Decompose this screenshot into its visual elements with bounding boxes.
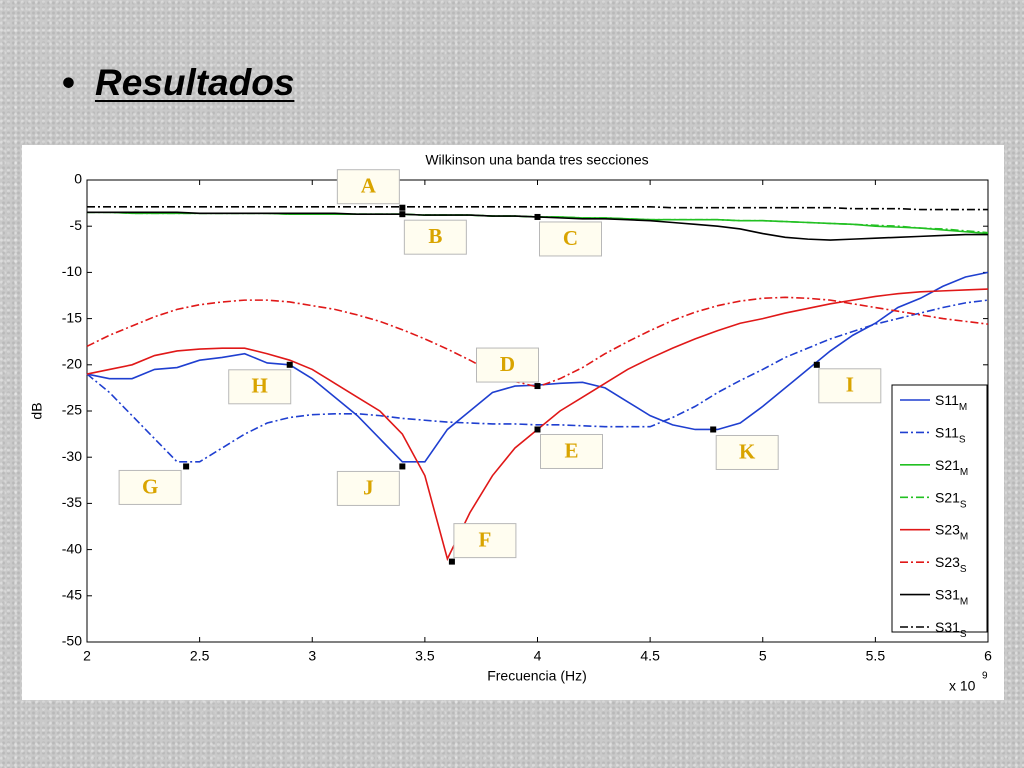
annotation-point [183,463,190,470]
y-tick-label: -5 [70,217,83,233]
y-tick-label: -30 [62,448,82,464]
legend-label: S23M [935,522,968,543]
legend-sub: S [959,434,966,445]
slide-title: • Resultados [62,62,295,103]
legend-label: S31M [935,587,968,608]
legend-label: S21S [935,489,967,510]
legend-sub: S [960,564,967,575]
chart-title: Wilkinson una banda tres secciones [425,152,648,168]
annotation-label: J [363,475,374,499]
legend-sub: M [960,467,968,478]
x-tick-label: 4.5 [640,648,660,664]
x-tick-label: 6 [984,648,992,664]
series-line [86,299,989,463]
y-tick-label: -10 [62,263,82,279]
legend-box [891,384,988,633]
legend-sub: M [960,597,968,608]
x-tick-label: 5.5 [866,648,886,664]
legend-label: S23S [935,554,967,575]
legend-label: S21M [935,457,968,478]
annotation-label: F [478,527,491,551]
x-multiplier: x 10 [949,678,976,694]
legend-name: S21 [935,489,960,505]
legend-label: S31S [935,619,967,640]
legend-name: S23 [935,522,960,538]
x-tick-label: 3.5 [415,648,435,664]
legend-name: S23 [935,554,960,570]
legend-name: S11 [935,392,959,408]
annotation-label: G [142,474,158,498]
legend-name: S31 [935,587,960,603]
annotation-point [399,204,406,211]
x-tick-label: 3 [308,648,316,664]
annotation-point [710,426,717,433]
annotation-label: C [563,226,578,250]
legend-sub: S [960,499,967,510]
y-tick-label: -35 [62,494,82,510]
x-tick-label: 4 [534,648,542,664]
legend-name: S31 [935,619,960,635]
legend-sub: S [960,629,967,640]
legend-sub: M [959,402,967,413]
annotation-box [476,347,539,383]
annotation-label: K [739,439,756,463]
x-tick-label: 2 [83,648,91,664]
annotation-label: D [500,352,515,376]
annotation-label: B [428,224,442,248]
slide-title-text: Resultados [94,62,295,103]
annotation-box [540,433,603,469]
legend-label: S11S [935,424,966,445]
annotation-label: E [564,438,578,462]
y-tick-label: -50 [62,633,82,649]
y-tick-label: -15 [62,309,82,325]
annotation-label: A [361,174,377,198]
x-axis-label: Frecuencia (Hz) [487,668,587,684]
annotation-point [813,361,820,368]
y-axis-label: dB [29,402,45,419]
annotation-point [399,211,406,218]
y-tick-label: 0 [74,171,82,187]
annotation-box [336,470,400,506]
y-tick-label: -25 [62,402,82,418]
annotation-label: I [846,373,854,397]
annotation-point [286,361,293,368]
annotation-box [336,169,400,205]
annotation-point [534,213,541,220]
legend-sub: M [960,532,968,543]
legend-name: S21 [935,457,960,473]
annotation-box [539,221,602,257]
annotation-point [399,463,406,470]
annotation-label: H [252,374,268,398]
annotation-box [228,369,292,405]
x-multiplier-exp: 9 [982,671,988,682]
annotation-box [818,368,882,404]
x-tick-label: 5 [759,648,767,664]
legend-label: S11M [935,392,967,413]
legend-name: S11 [935,424,959,440]
annotation-box [453,523,517,559]
plot-area [86,179,989,643]
annotation-box [403,219,467,255]
y-tick-label: -40 [62,540,82,556]
series-line [87,205,988,211]
annotation-box [118,469,182,505]
annotation-point [534,426,541,433]
annotation-point [448,558,455,565]
y-tick-label: -20 [62,356,82,372]
annotation-point [534,383,541,390]
annotation-box [715,434,779,470]
x-tick-label: 2.5 [190,648,210,664]
y-tick-label: -45 [62,587,82,603]
